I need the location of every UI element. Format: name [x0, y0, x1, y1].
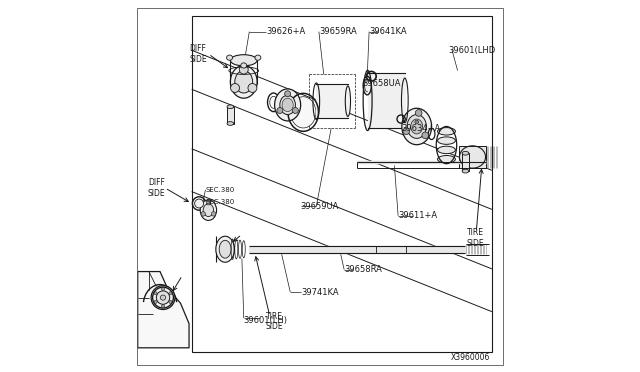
Bar [227, 107, 234, 124]
Text: SEC.380: SEC.380 [205, 187, 235, 193]
Ellipse shape [438, 137, 456, 144]
Text: 39601(LH): 39601(LH) [244, 316, 288, 325]
Ellipse shape [402, 108, 431, 145]
Ellipse shape [227, 55, 232, 60]
Ellipse shape [438, 128, 456, 135]
Ellipse shape [255, 55, 261, 60]
Circle shape [230, 83, 239, 92]
Ellipse shape [438, 155, 456, 163]
Text: 39741KA: 39741KA [301, 288, 339, 296]
Bar [460, 146, 486, 168]
Ellipse shape [291, 97, 316, 128]
Ellipse shape [230, 65, 257, 98]
Circle shape [415, 120, 419, 124]
Ellipse shape [407, 115, 426, 138]
Circle shape [292, 108, 298, 113]
Ellipse shape [200, 200, 216, 220]
Circle shape [277, 108, 283, 113]
Circle shape [161, 295, 166, 300]
Circle shape [403, 128, 410, 135]
Ellipse shape [365, 79, 370, 92]
Text: DIFF
SIDE: DIFF SIDE [147, 178, 165, 198]
Ellipse shape [230, 55, 257, 66]
Circle shape [154, 301, 157, 304]
Ellipse shape [219, 240, 231, 258]
Text: 39611+A: 39611+A [398, 211, 437, 220]
Circle shape [239, 65, 248, 74]
Circle shape [248, 83, 257, 92]
Circle shape [156, 291, 170, 304]
Text: 39634+A: 39634+A [401, 124, 440, 133]
Bar [191, 16, 492, 352]
Ellipse shape [462, 151, 468, 155]
Circle shape [201, 212, 205, 216]
Circle shape [415, 110, 422, 116]
Text: 39641KA: 39641KA [369, 27, 407, 36]
Ellipse shape [227, 122, 234, 125]
Ellipse shape [282, 98, 293, 112]
Text: 39658UA: 39658UA [363, 79, 401, 88]
Ellipse shape [227, 105, 234, 109]
Circle shape [161, 288, 164, 291]
Circle shape [211, 212, 216, 216]
Text: 39658RA: 39658RA [344, 265, 382, 274]
Ellipse shape [411, 119, 422, 134]
Ellipse shape [235, 71, 253, 93]
Ellipse shape [275, 89, 301, 121]
Circle shape [169, 292, 172, 295]
Circle shape [206, 201, 211, 205]
Text: 39601(LHD: 39601(LHD [449, 46, 495, 55]
Ellipse shape [216, 236, 234, 262]
Ellipse shape [438, 146, 456, 154]
Text: TIRE
SIDE: TIRE SIDE [467, 228, 484, 248]
Circle shape [154, 292, 157, 295]
Text: DIFF
SIDE: DIFF SIDE [189, 44, 207, 64]
Circle shape [285, 91, 291, 97]
Circle shape [422, 132, 429, 139]
Ellipse shape [280, 95, 296, 115]
Ellipse shape [462, 169, 468, 173]
Text: TIRE
SIDE: TIRE SIDE [266, 312, 284, 331]
Text: 39659UA: 39659UA [301, 202, 339, 211]
Circle shape [161, 305, 164, 308]
Polygon shape [138, 272, 189, 348]
Text: 39659RA: 39659RA [319, 27, 356, 36]
Text: SEC.380: SEC.380 [205, 199, 235, 205]
Circle shape [169, 301, 172, 304]
Ellipse shape [241, 63, 246, 68]
Circle shape [195, 199, 204, 208]
Bar [462, 153, 468, 171]
Text: 39626+A: 39626+A [266, 27, 305, 36]
Circle shape [151, 286, 175, 310]
Text: X3960006: X3960006 [451, 353, 490, 362]
Ellipse shape [203, 204, 214, 217]
